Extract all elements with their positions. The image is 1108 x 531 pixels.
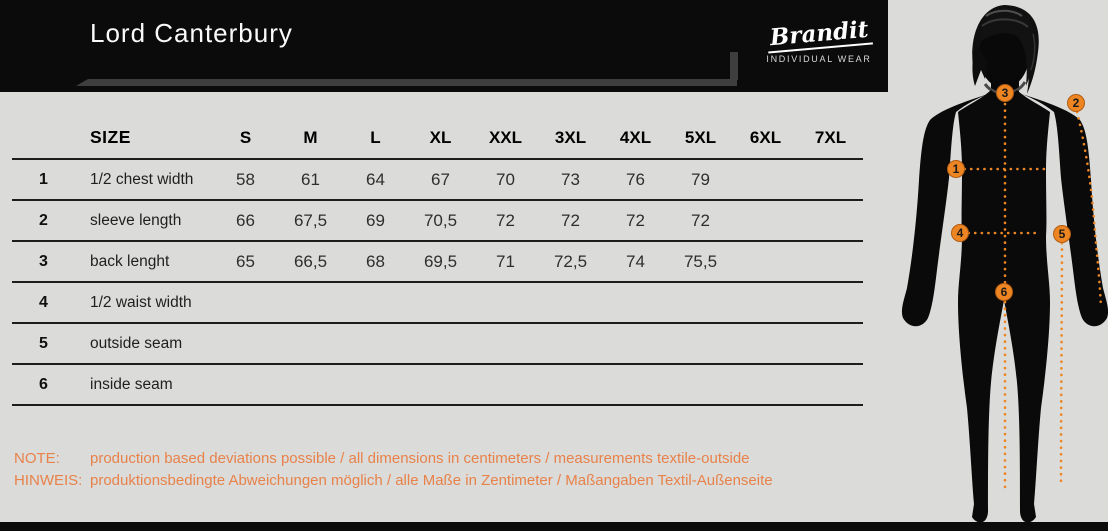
left-arm — [901, 94, 988, 327]
marker-4: 4 — [951, 224, 969, 242]
table-row-5: 5 outside seam — [12, 324, 863, 365]
row-label: back lenght — [90, 252, 170, 270]
size-header-5xl: 5XL — [684, 127, 717, 147]
body-silhouette — [958, 90, 1050, 523]
cell-value: 70,5 — [423, 210, 458, 230]
size-header-m: M — [303, 127, 318, 147]
svg-text:1: 1 — [953, 162, 960, 176]
table-row-1: 1 1/2 chest width 58 61 64 67 70 73 76 79 — [12, 160, 863, 201]
svg-text:5: 5 — [1059, 227, 1066, 241]
note-label: NOTE: — [14, 450, 60, 467]
notes-block: NOTE: production based deviations possib… — [14, 448, 773, 492]
measurement-figure: 1 2 3 4 5 6 — [901, 5, 1108, 523]
measure-line-sleeve — [1075, 110, 1103, 310]
row-label: 1/2 waist width — [90, 293, 192, 311]
svg-text:2: 2 — [1073, 96, 1080, 110]
table-row-4: 4 1/2 waist width — [12, 283, 863, 324]
size-header-l: L — [370, 127, 381, 147]
face-shape — [979, 22, 1029, 88]
brand-logo: Brandit INDIVIDUAL WEAR — [765, 16, 873, 64]
cell-value: 66 — [236, 210, 255, 230]
cell-value: 73 — [561, 169, 580, 189]
right-arm — [1022, 94, 1108, 327]
cell-value: 67,5 — [293, 210, 328, 230]
svg-text:4: 4 — [957, 226, 964, 240]
size-header-4xl: 4XL — [619, 127, 652, 147]
row-number: 4 — [39, 293, 48, 311]
size-header-6xl: 6XL — [749, 127, 782, 147]
marker-2: 2 — [1067, 94, 1085, 112]
row-number: 6 — [39, 375, 48, 393]
table-row-3: 3 back lenght 65 66,5 68 69,5 71 72,5 74 75,5 — [12, 242, 863, 283]
cell-value: 76 — [626, 169, 645, 189]
cell-value: 65 — [236, 251, 255, 271]
cell-value: 72 — [496, 210, 515, 230]
hair-highlight — [985, 9, 1023, 17]
row-label: sleeve length — [90, 211, 182, 229]
note-line-de: HINWEIS: produktionsbedingte Abweichunge… — [14, 470, 773, 492]
header-bar: Lord Canterbury Brandit INDIVIDUAL WEAR — [0, 0, 888, 92]
cell-value: 72 — [626, 210, 645, 230]
title-underline — [76, 79, 737, 86]
svg-text:6: 6 — [1001, 285, 1008, 299]
marker-1: 1 — [947, 160, 965, 178]
size-column-header: SIZE — [90, 127, 131, 147]
size-table-header-row: SIZE S M L XL XXL 3XL 4XL 5XL 6XL 7XL — [12, 117, 863, 160]
row-label: inside seam — [90, 375, 173, 393]
hair-highlight — [981, 18, 1029, 28]
svg-text:3: 3 — [1002, 86, 1009, 100]
row-label: outside seam — [90, 334, 183, 352]
marker-6: 6 — [995, 283, 1013, 301]
size-table-body: 1 1/2 chest width 58 61 64 67 70 73 76 79 2 sleeve … — [12, 160, 863, 406]
size-header-7xl: 7XL — [814, 127, 847, 147]
hair-sideburn — [972, 46, 988, 86]
cell-value: 79 — [691, 169, 710, 189]
cell-value: 61 — [301, 169, 320, 189]
table-row-2: 2 sleeve length 66 67,5 69 70,5 72 72 72 72 — [12, 201, 863, 242]
measure-line-outside-seam — [1059, 241, 1064, 489]
cell-value: 72,5 — [553, 251, 588, 271]
row-number: 1 — [39, 170, 48, 188]
hair-highlight — [1030, 33, 1036, 71]
cell-value: 72 — [691, 210, 710, 230]
hinweis-label: HINWEIS: — [14, 472, 83, 489]
cell-value: 58 — [236, 169, 255, 189]
brand-name: Brandit — [765, 16, 873, 54]
cell-value: 70 — [496, 169, 515, 189]
marker-3: 3 — [996, 84, 1014, 102]
note-line-en: NOTE: production based deviations possib… — [14, 448, 773, 470]
size-header-xl: XL — [429, 127, 452, 147]
note-text: production based deviations possible / a… — [90, 450, 750, 467]
row-label: 1/2 chest width — [90, 170, 194, 188]
size-header-xxl: XXL — [488, 127, 523, 147]
product-title: Lord Canterbury — [90, 18, 293, 48]
cell-value: 67 — [431, 169, 450, 189]
cell-value: 69 — [366, 210, 385, 230]
cell-value: 75,5 — [683, 251, 718, 271]
size-header-3xl: 3XL — [554, 127, 587, 147]
size-header-s: S — [239, 127, 252, 147]
cell-value: 71 — [496, 251, 515, 271]
cell-value: 72 — [561, 210, 580, 230]
row-number: 5 — [39, 334, 48, 352]
row-number: 2 — [39, 211, 48, 229]
hinweis-text: produktionsbedingte Abweichungen möglich… — [90, 472, 773, 489]
marker-5: 5 — [1053, 225, 1071, 243]
cell-value: 69,5 — [423, 251, 458, 271]
cell-value: 66,5 — [293, 251, 328, 271]
cell-value: 68 — [366, 251, 385, 271]
cell-value: 74 — [626, 251, 645, 271]
cell-value: 64 — [366, 169, 385, 189]
row-number: 3 — [39, 252, 48, 270]
size-table: SIZE S M L XL XXL 3XL 4XL 5XL 6XL 7XL 1 1/2 chest … — [12, 117, 863, 406]
table-row-6: 6 inside seam — [12, 365, 863, 406]
hair-fringe — [980, 8, 1035, 86]
title-underline-riser — [730, 52, 738, 80]
bottom-black-bar — [0, 522, 1108, 531]
brand-tagline: INDIVIDUAL WEAR — [766, 54, 872, 64]
